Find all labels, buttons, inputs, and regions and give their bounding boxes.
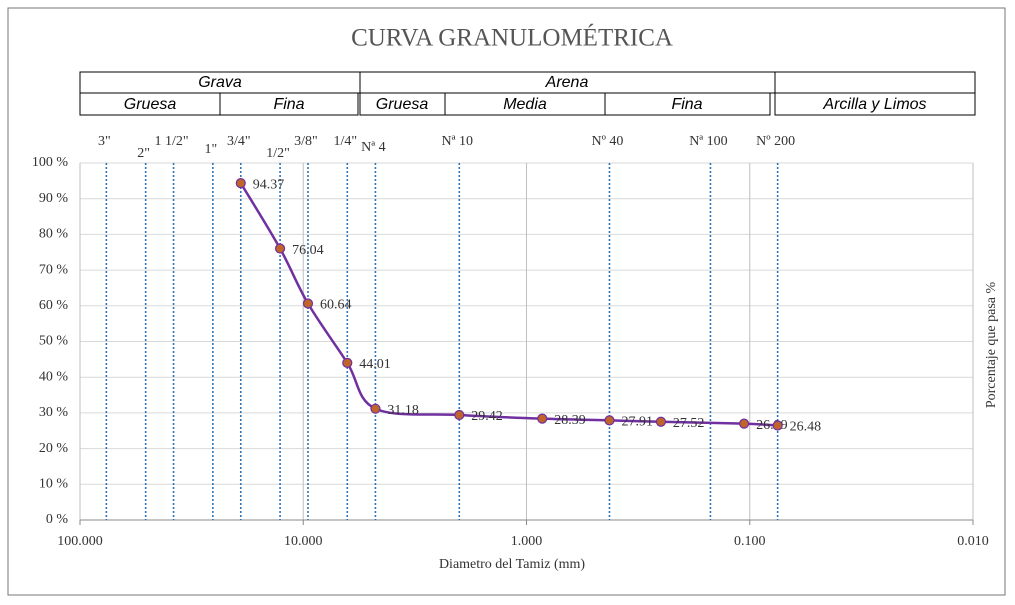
data-label: 26.48 [790, 420, 822, 435]
cell [219, 92, 359, 116]
data-label: 94.37 [253, 177, 284, 192]
data-label: 60.64 [320, 298, 352, 313]
data-point [739, 418, 750, 429]
sieve-label: Nª 4 [361, 140, 385, 155]
x-tick-label: 10.000 [284, 534, 323, 549]
subgroup-label: Media [503, 96, 547, 113]
data-point [537, 413, 548, 424]
y-tick-label: 60 % [39, 298, 69, 313]
sieve-label: Nª 10 [442, 134, 473, 149]
data-label: 26.99 [756, 418, 788, 433]
data-label: 76.04 [292, 243, 324, 258]
y-tick-label: 70 % [39, 262, 69, 277]
y-tick-label: 10 % [39, 477, 69, 492]
y-tick-label: 100 % [32, 155, 69, 170]
cell [774, 92, 976, 116]
data-label: 29.42 [471, 409, 503, 424]
sieve-label: 3/4" [227, 134, 251, 149]
subgroup-label: Gruesa [124, 96, 177, 113]
data-label: 27.91 [621, 415, 653, 430]
y-tick-label: 30 % [39, 405, 69, 420]
sieve-label: 1/4" [333, 134, 357, 149]
x-tick-label: 0.010 [957, 534, 989, 549]
sieve-label: Nª 100 [689, 134, 727, 149]
cell [604, 92, 771, 116]
data-label: 44.01 [359, 357, 391, 372]
y-tick-label: 90 % [39, 191, 69, 206]
subgroup-label: Arcilla y Limos [822, 96, 926, 113]
x-tick-label: 100.000 [57, 534, 103, 549]
sieve-label: Nº 40 [591, 134, 623, 149]
x-tick-label: 1.000 [511, 534, 543, 549]
group-label: Arena [545, 74, 589, 91]
group-label: Grava [198, 74, 242, 91]
data-point [302, 298, 314, 309]
data-point [454, 409, 465, 421]
sieve-label: 3/8" [294, 134, 318, 149]
data-point [772, 420, 783, 431]
subgroup-label: Gruesa [376, 96, 429, 113]
data-label: 31.18 [387, 403, 419, 418]
data-point [342, 357, 353, 368]
sieve-label: 3" [98, 134, 111, 149]
subgroup-label: Fina [273, 96, 304, 113]
y-tick-label: 80 % [39, 227, 69, 242]
y-tick-label: 0 % [46, 512, 69, 527]
data-point [655, 416, 667, 427]
y-tick-label: 50 % [39, 334, 69, 349]
y-axis-label: Porcentaje que pasa % [984, 281, 999, 408]
data-point [235, 177, 246, 189]
data-point [370, 403, 381, 414]
x-tick-label: 0.100 [734, 534, 766, 549]
classification-table: Grava Arena Gruesa Fina Gruesa Media Fin… [79, 71, 976, 116]
data-point [274, 243, 286, 254]
chart-title: CURVA GRANULOMÉTRICA [351, 24, 673, 52]
sieve-label: 1/2" [266, 146, 290, 161]
data-point [604, 415, 615, 426]
x-axis-label: Diametro del Tamiz (mm) [439, 557, 585, 572]
data-label: 27.52 [673, 416, 705, 431]
y-tick-label: 20 % [39, 441, 69, 456]
sieve-label: 1 1/2" [155, 134, 189, 149]
sieve-label: Nº 200 [756, 134, 795, 149]
y-tick-label: 40 % [39, 369, 69, 384]
sieve-label: 1" [205, 142, 218, 157]
data-label: 28.39 [554, 413, 586, 428]
sieve-label: 2" [137, 146, 150, 161]
subgroup-label: Fina [671, 96, 702, 113]
